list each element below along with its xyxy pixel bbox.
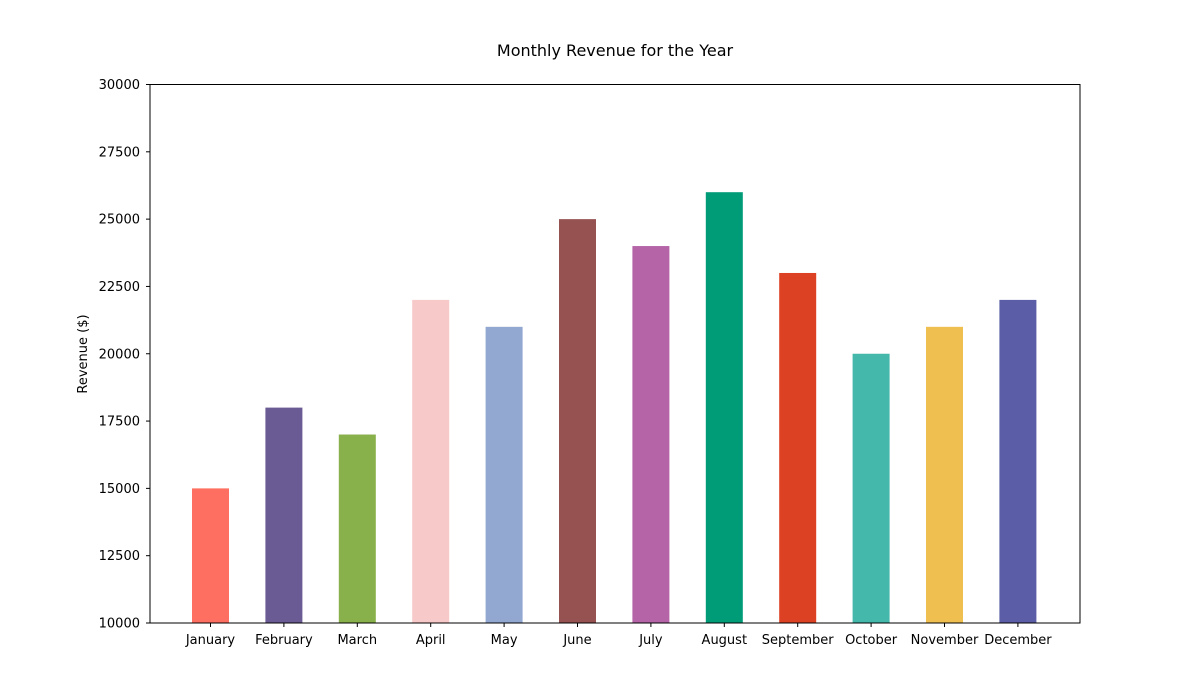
x-tick-label: February xyxy=(255,633,313,648)
bar-november xyxy=(926,326,963,623)
bar-october xyxy=(852,353,890,623)
bar-april xyxy=(412,299,450,623)
x-tick-label: August xyxy=(702,633,748,648)
y-tick-label: 12500 xyxy=(99,549,140,564)
y-tick-label: 10000 xyxy=(99,617,140,632)
y-tick-label: 30000 xyxy=(99,78,140,93)
y-tick-label: 20000 xyxy=(99,347,140,362)
y-axis-label: Revenue ($) xyxy=(76,314,91,393)
x-tick-label: June xyxy=(562,633,591,648)
bar-august xyxy=(705,192,743,623)
bar-june xyxy=(559,219,596,624)
chart-title: Monthly Revenue for the Year xyxy=(497,41,734,60)
x-tick-label: September xyxy=(762,633,835,648)
x-axis-ticks: January February March April May June July Augu… xyxy=(185,623,1052,648)
x-tick-label: November xyxy=(911,633,979,648)
y-axis-ticks: 10000 12500 15000 17500 20000 22500 25000 27500… xyxy=(99,78,150,632)
bar-december xyxy=(999,299,1037,623)
y-tick-label: 15000 xyxy=(99,482,140,497)
x-tick-label: July xyxy=(638,633,663,648)
y-tick-label: 22500 xyxy=(99,280,140,295)
y-tick-label: 17500 xyxy=(99,415,140,430)
y-tick-label: 25000 xyxy=(99,213,140,228)
x-tick-label: December xyxy=(984,633,1052,648)
y-tick-label: 27500 xyxy=(99,145,140,160)
bar-february xyxy=(265,407,303,623)
bar-may xyxy=(485,326,523,623)
x-tick-label: January xyxy=(185,633,236,648)
bar-july xyxy=(632,246,670,624)
plot-area-frame xyxy=(149,84,1081,624)
x-tick-label: May xyxy=(491,633,518,648)
bar-september xyxy=(779,272,817,623)
bar-march xyxy=(338,434,376,623)
x-tick-label: March xyxy=(337,633,377,648)
x-tick-label: April xyxy=(416,633,446,648)
bar-january xyxy=(192,488,229,624)
x-tick-label: October xyxy=(845,633,898,648)
bars-group xyxy=(192,192,1037,624)
